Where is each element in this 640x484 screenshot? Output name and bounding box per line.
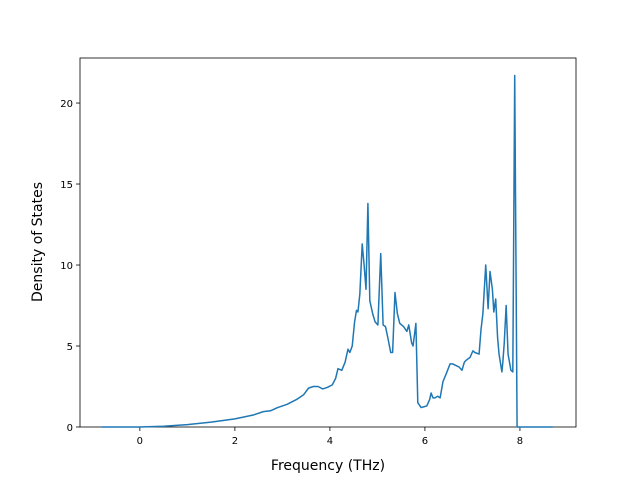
y-tick-label: 0 xyxy=(67,423,73,434)
x-tick-label: 6 xyxy=(422,436,428,447)
x-tick-label: 4 xyxy=(327,436,333,447)
x-tick-label: 2 xyxy=(232,436,238,447)
y-tick-label: 10 xyxy=(60,261,73,272)
y-tick-label: 15 xyxy=(60,180,73,191)
line-series xyxy=(101,74,553,428)
axes-frame xyxy=(79,57,577,428)
x-tick-label: 8 xyxy=(517,436,523,447)
y-tick-label: 5 xyxy=(67,342,73,353)
y-tick-label: 20 xyxy=(60,99,73,110)
x-tick-label: 0 xyxy=(137,436,143,447)
x-axis-label: Frequency (THz) xyxy=(271,458,385,474)
y-axis-label: Density of States xyxy=(30,182,46,302)
